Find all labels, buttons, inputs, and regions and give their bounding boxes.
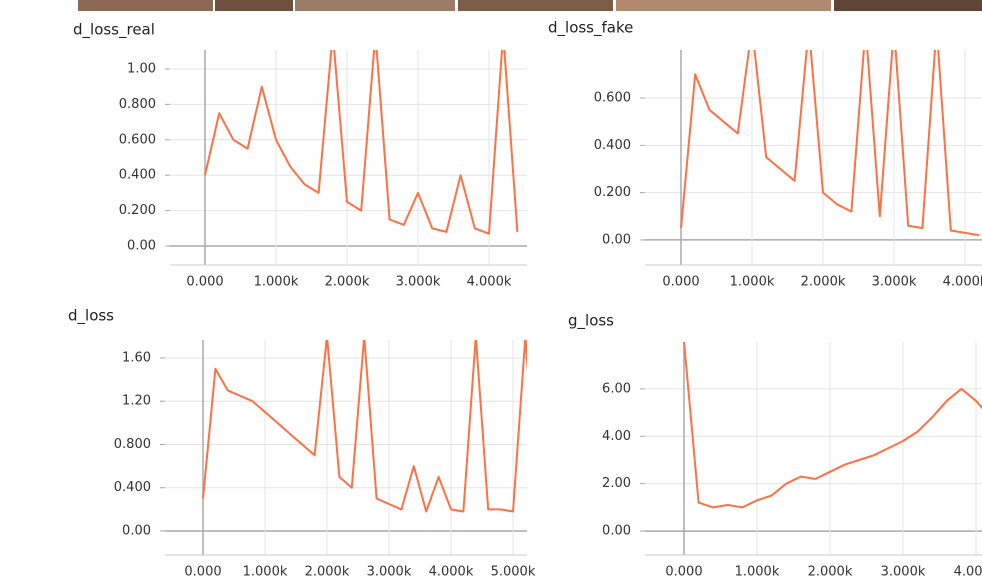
y-tick-label: 0.200 <box>594 185 631 200</box>
thumbnail <box>78 0 213 11</box>
y-tick-label: 0.200 <box>119 203 156 218</box>
loss-line <box>680 50 980 237</box>
x-tick-label: 4.000k <box>943 275 982 290</box>
x-tick-label: 2.000k <box>808 565 853 578</box>
loss-line <box>204 50 519 235</box>
y-tick-label: 1.20 <box>122 394 151 409</box>
x-tick-label: 2.000k <box>305 565 350 578</box>
y-tick-label: 0.00 <box>127 239 156 254</box>
x-tick-label: 3.000k <box>396 275 441 290</box>
y-tick-label: 0.00 <box>602 232 631 247</box>
image-strip <box>78 0 982 11</box>
x-tick-label: 1.000k <box>730 275 775 290</box>
x-tick-label: 3.000k <box>367 565 412 578</box>
x-tick-label: 0.000 <box>662 275 699 290</box>
y-tick-label: 0.400 <box>114 480 151 495</box>
thumbnail <box>215 0 293 11</box>
x-tick-label: 2.000k <box>325 275 370 290</box>
x-tick-label: 4.000k <box>954 565 982 578</box>
y-tick-label: 0.00 <box>602 524 631 539</box>
x-tick-label: 3.000k <box>872 275 917 290</box>
x-tick-label: 3.000k <box>881 565 926 578</box>
y-tick-label: 1.00 <box>127 61 156 76</box>
chart-title: d_loss_real <box>73 21 155 40</box>
x-tick-label: 0.000 <box>186 275 223 290</box>
chart-panel: g_loss 0.00 2.00 4.00 6.00 0.000 1.000k 2.000k 3… <box>568 312 982 578</box>
y-tick-label: 0.800 <box>119 97 156 112</box>
thumbnail <box>616 0 831 11</box>
chart-title: g_loss <box>568 312 614 331</box>
y-tick-label: 0.800 <box>114 437 151 452</box>
loss-line <box>683 342 982 509</box>
chart-panel: d_loss_real0.000.2000.4000.6000.8001.000… <box>73 21 527 290</box>
thumbnail <box>295 0 455 11</box>
y-tick-label: 0.400 <box>119 168 156 183</box>
chart-panel: d_loss 0.00 0.400 0.800 1.20 1.60 0.000 1.000k 2… <box>68 307 536 578</box>
x-tick-label: 1.000k <box>243 565 288 578</box>
y-tick-label: 0.600 <box>594 91 631 106</box>
y-tick-label: 0.600 <box>119 132 156 147</box>
x-tick-label: 4.000k <box>467 275 512 290</box>
loss-line <box>202 340 527 513</box>
chart-title: d_loss_fake <box>548 19 633 38</box>
x-tick-label: 1.000k <box>735 565 780 578</box>
x-tick-label: 2.000k <box>801 275 846 290</box>
x-tick-label: 0.000 <box>665 565 702 578</box>
x-tick-label: 5.000k <box>491 565 536 578</box>
y-tick-label: 0.400 <box>594 138 631 153</box>
thumbnail <box>834 0 982 11</box>
y-tick-label: 4.00 <box>602 429 631 444</box>
y-tick-label: 6.00 <box>602 381 631 396</box>
x-tick-label: 1.000k <box>254 275 299 290</box>
x-tick-label: 4.000k <box>429 565 474 578</box>
x-tick-label: 0.000 <box>184 565 221 578</box>
thumbnail <box>458 0 613 11</box>
y-tick-label: 1.60 <box>122 350 151 365</box>
chart-panel: d_loss_fake 0.00 0.200 0.400 0.600 0.000 1.000… <box>548 19 982 290</box>
y-tick-label: 0.00 <box>122 523 151 538</box>
chart-title: d_loss <box>68 307 114 326</box>
y-tick-label: 2.00 <box>602 476 631 491</box>
